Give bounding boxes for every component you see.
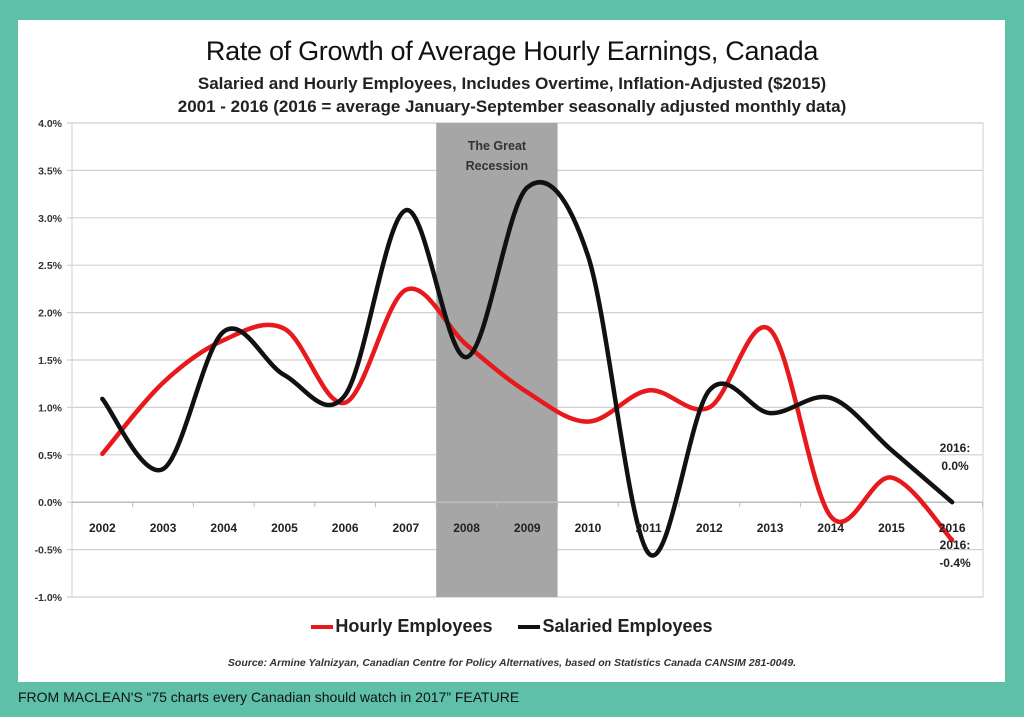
legend-item-hourly: Hourly Employees bbox=[311, 616, 492, 637]
y-tick-label: 1.0% bbox=[38, 402, 63, 414]
x-tick-label: 2013 bbox=[757, 521, 784, 535]
x-tick-label: 2016 bbox=[939, 521, 966, 535]
x-tick-label: 2011 bbox=[636, 521, 662, 535]
legend-item-salaried: Salaried Employees bbox=[518, 616, 713, 637]
chart-title: Rate of Growth of Average Hourly Earning… bbox=[205, 36, 819, 66]
recession-label: Recession bbox=[466, 159, 529, 173]
x-tick-label: 2008 bbox=[453, 521, 480, 535]
x-tick-label: 2012 bbox=[696, 521, 723, 535]
recession-shading bbox=[436, 123, 558, 597]
recession-label: The Great bbox=[468, 139, 527, 153]
x-tick-label: 2004 bbox=[210, 521, 237, 535]
series-line-hourly bbox=[100, 286, 955, 543]
annotation-2016-value: 0.0% bbox=[941, 459, 969, 473]
y-tick-label: -1.0% bbox=[35, 592, 63, 604]
y-tick-label: -0.5% bbox=[35, 545, 63, 557]
x-tick-label: 2015 bbox=[878, 521, 905, 535]
x-tick-label: 2009 bbox=[514, 521, 541, 535]
chart-subtitle-period: 2001 - 2016 (2016 = average January-Sept… bbox=[177, 97, 847, 116]
annotation-2016: 2016: bbox=[940, 441, 971, 455]
chart-subtitle: Salaried and Hourly Employees, Includes … bbox=[197, 74, 827, 93]
y-tick-label: 1.5% bbox=[38, 355, 63, 367]
y-tick-label: 3.5% bbox=[38, 165, 63, 177]
x-tick-label: 2003 bbox=[150, 521, 177, 535]
y-tick-label: 3.0% bbox=[38, 213, 63, 225]
legend-swatch-hourly bbox=[311, 624, 334, 629]
y-tick-label: 2.0% bbox=[38, 308, 63, 320]
legend-label-salaried: Salaried Employees bbox=[542, 616, 713, 636]
x-tick-label: 2014 bbox=[817, 521, 844, 535]
annotation-2016-value: -0.4% bbox=[939, 556, 971, 570]
x-tick-label: 2005 bbox=[271, 521, 298, 535]
feature-caption: FROM MACLEAN'S “75 charts every Canadian… bbox=[18, 689, 520, 705]
y-tick-label: 0.5% bbox=[38, 450, 63, 462]
recession-band bbox=[436, 123, 558, 597]
annotation-2016: 2016: bbox=[940, 538, 971, 552]
source-note: Source: Armine Yalnizyan, Canadian Centr… bbox=[227, 657, 797, 669]
series-line-salaried bbox=[100, 180, 955, 558]
legend: Hourly Employees Salaried Employees bbox=[0, 616, 1024, 637]
legend-swatch-salaried bbox=[518, 624, 541, 629]
y-tick-label: 0.0% bbox=[38, 497, 63, 509]
legend-label-hourly: Hourly Employees bbox=[335, 616, 493, 636]
x-tick-label: 2010 bbox=[575, 521, 602, 535]
labels: 4.0% 3.5% 3.0% 2.5% 2.0% 1.5% 1.0% 0.5% 0.0% -0.5… bbox=[35, 118, 971, 604]
y-tick-label: 2.5% bbox=[38, 260, 63, 272]
x-tick-label: 2002 bbox=[89, 521, 116, 535]
x-tick-label: 2006 bbox=[332, 521, 359, 535]
series-lines bbox=[100, 180, 955, 558]
y-tick-label: 4.0% bbox=[38, 118, 63, 130]
x-tick-label: 2007 bbox=[392, 521, 419, 535]
